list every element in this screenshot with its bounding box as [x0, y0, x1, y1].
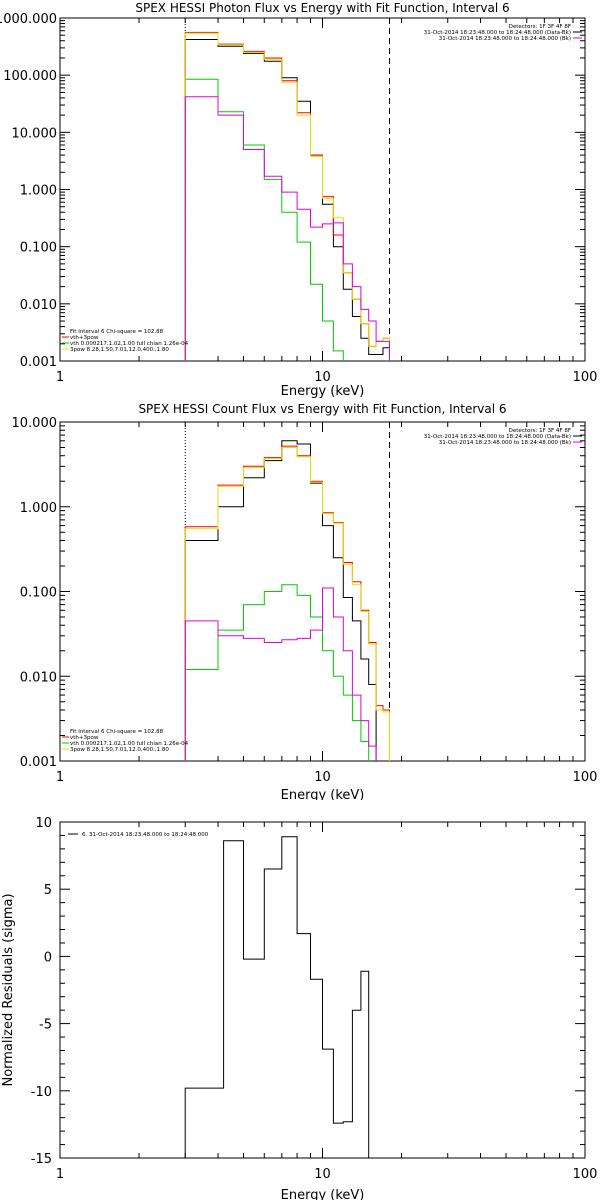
legend-bottom-left-entry: 3pow 8.28,1.50,7.01,12.0,400.,1.80 [70, 747, 169, 753]
series-line-3 [184, 447, 390, 761]
y-tick-label: -5 [39, 1018, 52, 1033]
x-tick-label: 1 [56, 370, 64, 385]
y-tick-label: 10.000 [12, 416, 58, 431]
series-group [184, 422, 391, 761]
legend-bottom-left-entry: vth 0.000217,1.02,1.00 full chian 1.26e-… [70, 341, 189, 347]
y-tick-label: 0.100 [20, 241, 57, 256]
x-tick-label: 1 [56, 1167, 64, 1182]
residuals-chart: 1 10 100 -15 -10 -5 0 5 10 Energy (keV) Normalized… [1, 816, 598, 1200]
x-axis-label: Energy (keV) [281, 1188, 365, 1200]
chart-title: SPEX HESSI Count Flux vs Energy with Fit… [138, 402, 506, 416]
y-tick-label: 0.010 [20, 298, 57, 313]
photon-flux-chart: SPEX HESSI Photon Flux vs Energy with Fi… [0, 1, 598, 399]
y-tick-label: 100.000 [3, 69, 57, 84]
legend-bottom-left-entry: vth+3pow [70, 735, 99, 741]
legend-bottom-left-entry: vth 0.000217,1.02,1.00 full chian 1.26e-… [70, 741, 189, 747]
series-line-1 [184, 445, 390, 761]
series-line-0 [184, 440, 377, 761]
series-line-4 [184, 96, 390, 361]
y-tick-label: 0.100 [20, 586, 57, 601]
chart-title: SPEX HESSI Photon Flux vs Energy with Fi… [135, 1, 509, 15]
x-tick-label: 100 [573, 770, 598, 785]
series-line-3 [184, 32, 390, 361]
legend-top-right-entry: 31-Oct-2014 18:23:48.000 to 18:24:48.000… [424, 30, 571, 36]
y-tick-label: 1000.000 [0, 12, 57, 27]
legend-top-right-entry: 31-Oct-2014 18:23:48.000 to 18:24:48.000… [439, 440, 571, 446]
y-tick-label: 1.000 [20, 184, 57, 199]
legend-bottom-left-entry: vth+3pow [70, 335, 99, 341]
x-axis-label: Energy (keV) [281, 788, 365, 800]
y-tick-label: 1.000 [20, 501, 57, 516]
y-tick-label: 0.001 [20, 355, 57, 370]
series-line-0 [184, 836, 370, 1158]
y-tick-label: 0 [44, 950, 52, 965]
x-tick-label: 100 [573, 1167, 598, 1182]
legend-entry: 6. 31-Oct-2014 18:23:48.000 to 18:24:48.… [82, 832, 209, 838]
series-line-2 [184, 78, 344, 361]
legend-top-right-entry: Detectors: 1F 3F 4F 8F [509, 24, 571, 30]
legend-bottom-left-entry: 3pow 8.28,1.50,7.01,12.0,400.,1.80 [70, 347, 169, 353]
y-tick-label: 5 [44, 883, 52, 898]
legend-top-right-entry: 31-Oct-2014 18:23:48.000 to 18:24:48.000… [439, 36, 571, 42]
legend-bottom-left-entry: Fit Interval 6 Chi-square = 102.88 [70, 729, 164, 735]
series-group [184, 18, 391, 361]
x-tick-label: 10 [314, 770, 331, 785]
y-tick-label: 10 [35, 816, 52, 831]
y-tick-label: 10.000 [12, 126, 58, 141]
y-tick-label: 0.001 [20, 755, 57, 770]
count-flux-chart: SPEX HESSI Count Flux vs Energy with Fit… [12, 402, 598, 800]
series-line-0 [184, 39, 390, 361]
x-tick-label: 10 [314, 370, 331, 385]
x-tick-label: 100 [573, 370, 598, 385]
series-group [184, 836, 370, 1158]
legend-bottom-left-entry: Fit Interval 6 Chi-square = 102.88 [70, 329, 164, 335]
legend-top-right-entry: 31-Oct-2014 18:23:48.000 to 18:24:48.000… [424, 434, 571, 440]
series-line-4 [184, 587, 377, 761]
x-tick-label: 1 [56, 770, 64, 785]
y-tick-label: 0.010 [20, 670, 57, 685]
series-line-1 [184, 31, 390, 361]
x-axis-label: Energy (keV) [281, 384, 365, 399]
x-tick-label: 10 [314, 1167, 331, 1182]
series-line-2 [184, 584, 370, 761]
legend-top-right-entry: Detectors: 1F 3F 4F 8F [509, 428, 571, 434]
y-tick-label: -10 [31, 1085, 52, 1100]
y-tick-label: -15 [31, 1152, 52, 1167]
y-axis-label: Normalized Residuals (sigma) [1, 893, 16, 1086]
